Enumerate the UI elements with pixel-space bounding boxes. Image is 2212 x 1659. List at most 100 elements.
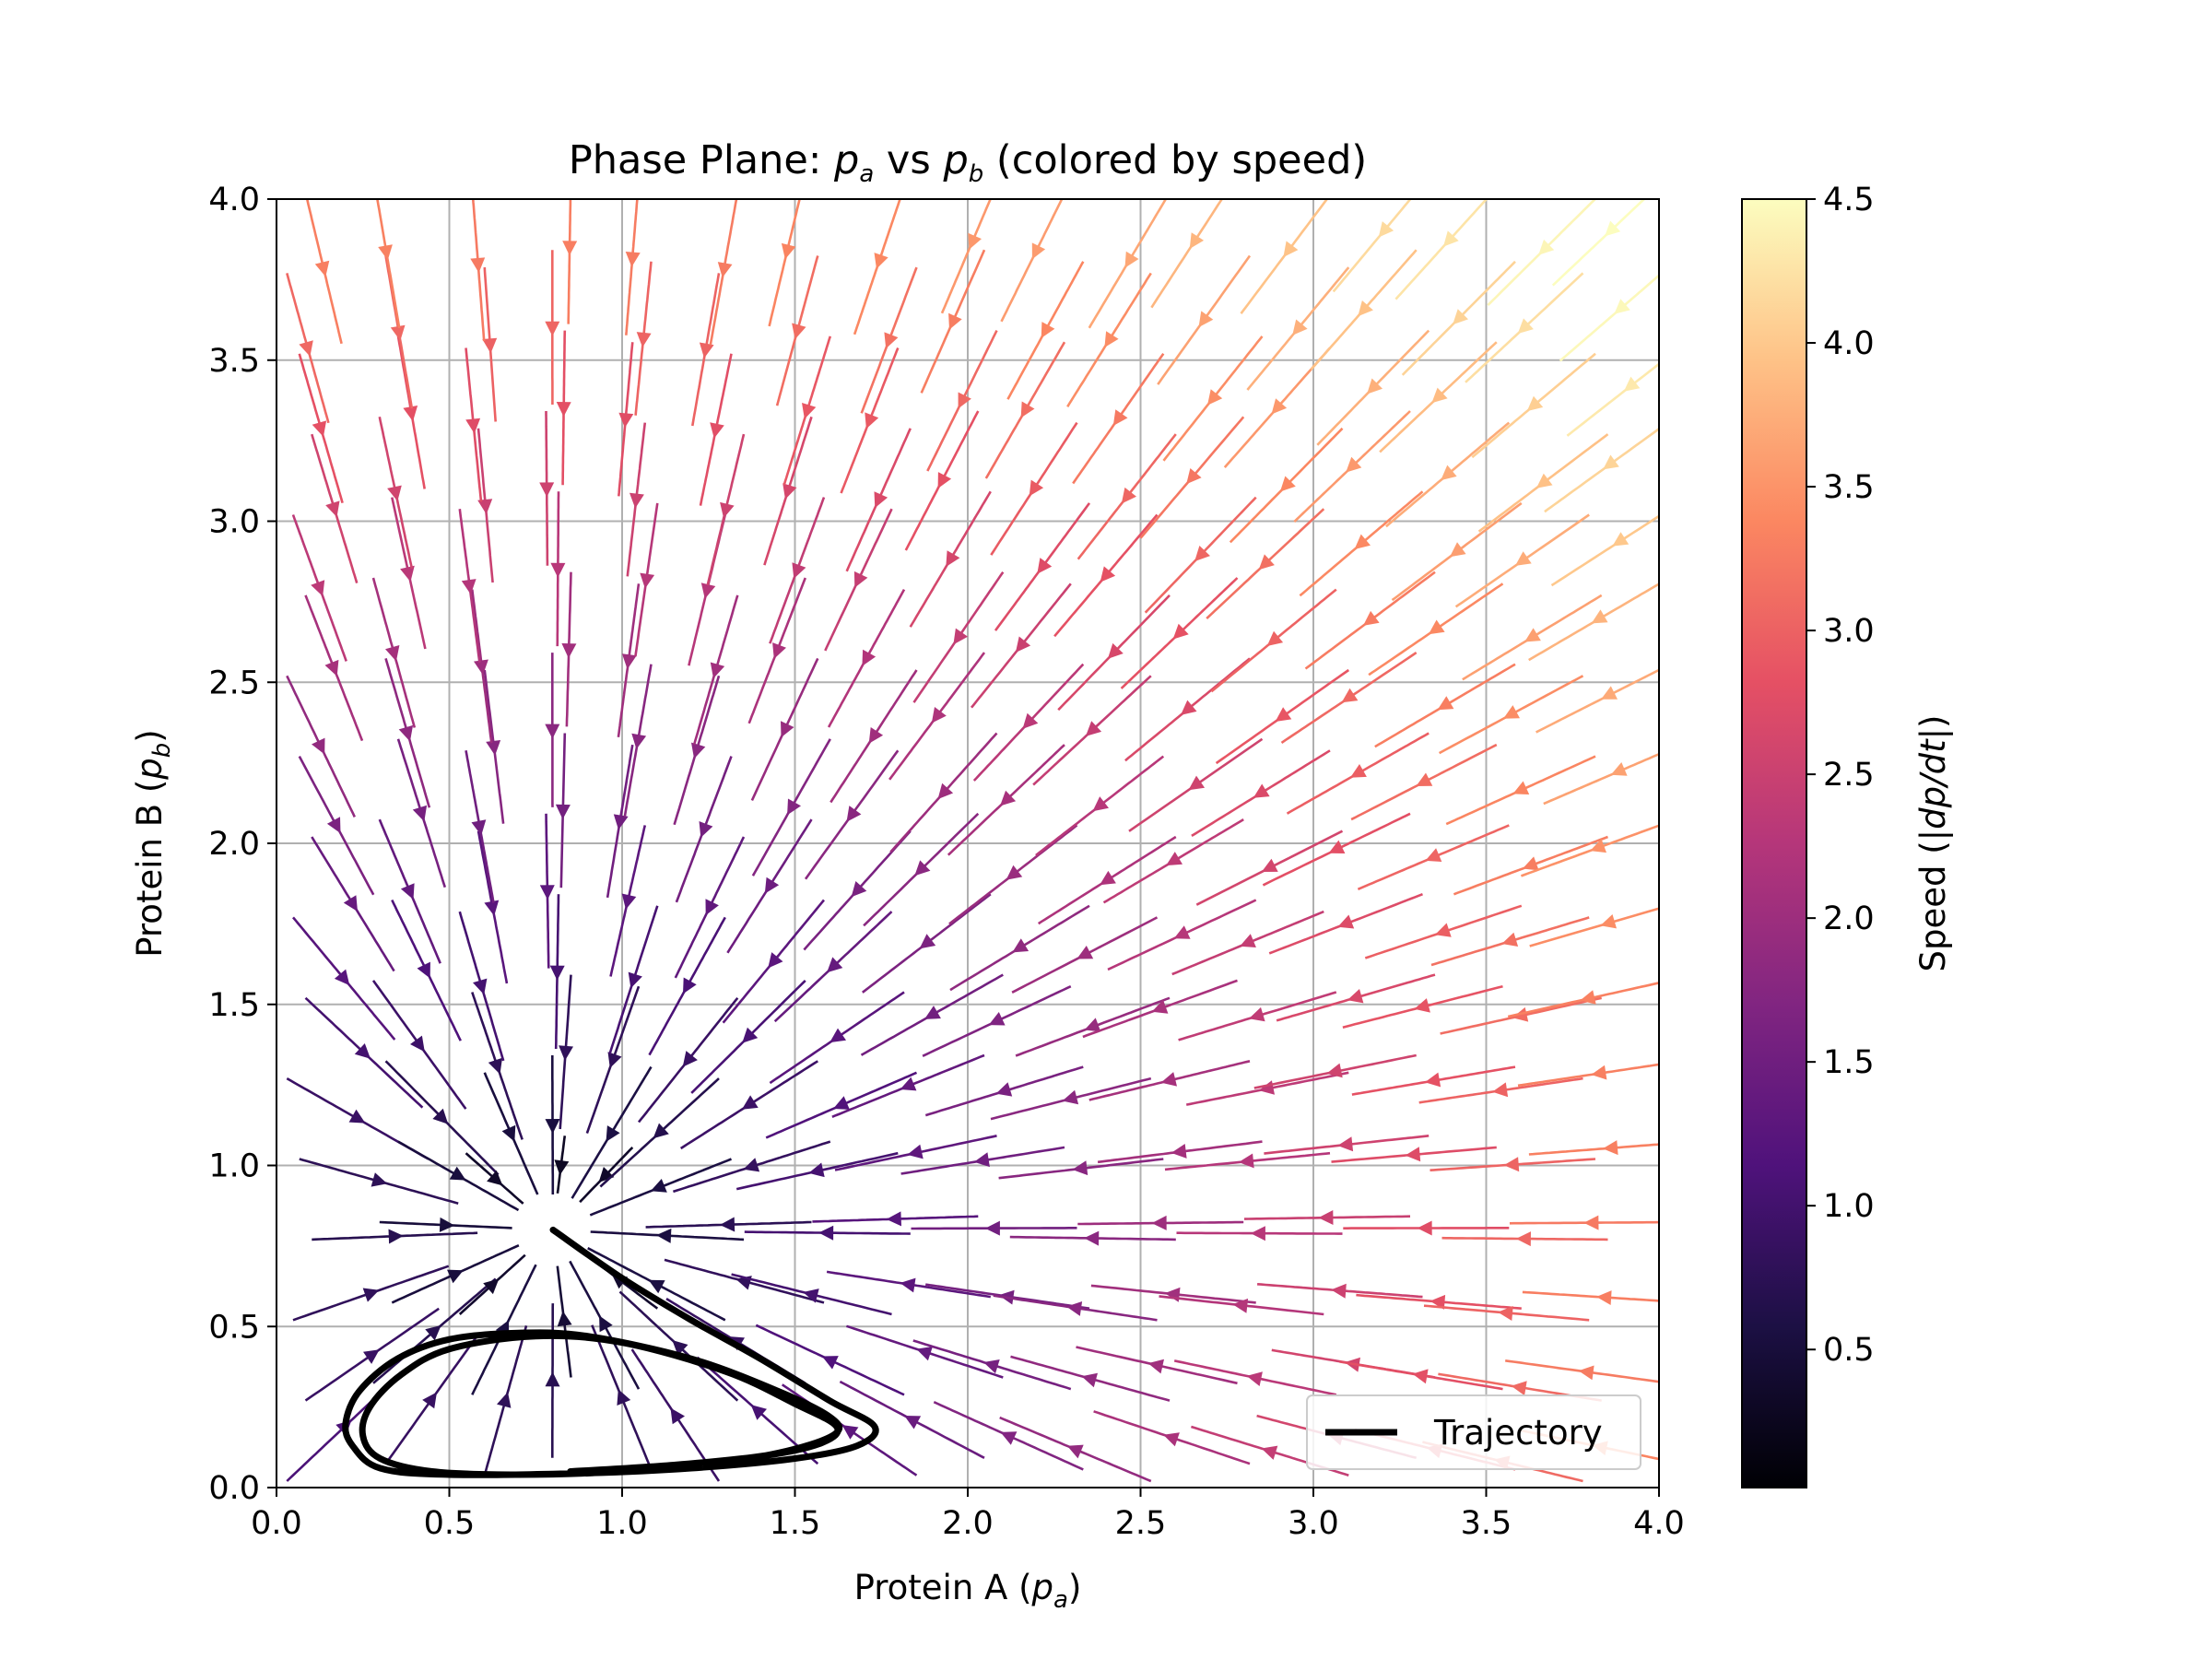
streamline-arrow bbox=[914, 860, 931, 877]
colorbar: 0.5 1.0 1.5 2.0 2.5 3.0 3.5 4.0 4.5 Speed (|dp/d… bbox=[1741, 182, 1953, 1488]
streamline-arrow bbox=[682, 1051, 698, 1067]
streamline-arrow bbox=[1580, 990, 1596, 1005]
streamline-arrow bbox=[1166, 852, 1182, 866]
streamline-arrow bbox=[562, 241, 578, 256]
streamline-arrow bbox=[1077, 946, 1094, 959]
x-axis-label: Protein A (pa) bbox=[854, 1568, 1082, 1614]
streamline-arrow bbox=[1172, 623, 1189, 640]
streamline-arrow bbox=[482, 337, 498, 354]
streamline-arrow bbox=[1186, 468, 1202, 485]
streamline-arrow bbox=[400, 565, 415, 582]
streamline-arrow bbox=[1614, 299, 1630, 314]
colorbar-label: Speed (|dp/dt|) bbox=[1913, 715, 1953, 972]
streamline-arrow bbox=[388, 1229, 404, 1244]
streamline-arrow bbox=[1084, 1230, 1100, 1246]
streamline-arrow bbox=[621, 893, 637, 910]
streamline-arrow bbox=[1492, 1082, 1509, 1098]
streamline-arrow bbox=[705, 899, 719, 916]
streamline-arrow bbox=[617, 1389, 631, 1406]
streamline-arrow bbox=[1605, 220, 1621, 237]
trajectory-line bbox=[342, 1226, 879, 1478]
streamline-arrow bbox=[545, 1371, 560, 1387]
streamline-arrow bbox=[403, 406, 418, 422]
streamline-arrow bbox=[447, 1269, 464, 1284]
streamline-arrow bbox=[486, 740, 501, 756]
streamline-arrow bbox=[1515, 1231, 1531, 1247]
streamline-arrow bbox=[1020, 401, 1035, 418]
streamline-arrow bbox=[1414, 998, 1430, 1013]
streamline-arrow bbox=[555, 804, 571, 819]
y-tick-label: 1.0 bbox=[208, 1148, 260, 1185]
x-tick-label: 0.5 bbox=[424, 1505, 476, 1542]
streamline-arrow bbox=[554, 1159, 570, 1176]
streamline-arrow bbox=[1437, 696, 1454, 711]
streamline-arrow bbox=[1600, 914, 1617, 929]
streamline-arrow bbox=[631, 733, 647, 749]
streamline-arrow bbox=[958, 392, 971, 409]
colorbar-tick-label: 3.5 bbox=[1823, 469, 1875, 506]
streamline-arrow bbox=[362, 1288, 380, 1302]
streamline-arrow bbox=[1623, 376, 1641, 392]
streamline-arrow bbox=[1072, 1160, 1088, 1176]
streamline-arrow bbox=[1266, 630, 1284, 646]
streamline-arrow bbox=[886, 1211, 901, 1227]
streamline-arrow bbox=[545, 724, 560, 739]
streamline-arrow bbox=[953, 628, 969, 645]
streamline-arrow bbox=[1441, 465, 1457, 481]
streamline-arrow bbox=[1431, 387, 1448, 404]
streamline-arrow bbox=[470, 257, 486, 273]
x-tick-label: 2.5 bbox=[1115, 1505, 1167, 1542]
streamline-arrow bbox=[653, 1123, 669, 1139]
streamline-arrow bbox=[1112, 409, 1128, 426]
colorbar-tick-label: 4.5 bbox=[1823, 182, 1875, 218]
streamline-arrow bbox=[1358, 300, 1373, 317]
streamline-arrow bbox=[808, 1162, 825, 1178]
streamline-arrow bbox=[378, 244, 393, 261]
streamline-arrow bbox=[1147, 1359, 1164, 1374]
streamline-arrow bbox=[348, 1109, 366, 1124]
streamline-arrow bbox=[1249, 1006, 1265, 1022]
streamline-arrow bbox=[1524, 628, 1541, 642]
streamline-arrow bbox=[841, 1425, 859, 1440]
streamline-arrow bbox=[549, 965, 565, 981]
streamline-arrow bbox=[1022, 712, 1039, 729]
streamline-arrow bbox=[1354, 534, 1371, 549]
streamline-arrow bbox=[1092, 796, 1109, 812]
streamline-arrow bbox=[1512, 781, 1530, 794]
streamline-arrow bbox=[1591, 609, 1608, 624]
streamline-arrow bbox=[904, 1416, 922, 1430]
streamline-arrow bbox=[691, 742, 706, 759]
streamline-arrow bbox=[1029, 479, 1044, 497]
streamline-arrow bbox=[1378, 221, 1394, 238]
streamline-arrow bbox=[742, 1027, 759, 1043]
streamline-arrow bbox=[924, 1006, 941, 1019]
streamline-arrow bbox=[699, 821, 713, 838]
streamline-arrow bbox=[629, 492, 644, 509]
streamline-arrow bbox=[1253, 783, 1270, 798]
streamline-arrow bbox=[772, 642, 786, 659]
legend-label-trajectory: Trajectory bbox=[1433, 1413, 1603, 1453]
streamline-arrow bbox=[312, 737, 325, 755]
streamline-arrow bbox=[983, 1359, 1000, 1374]
streamline-arrow bbox=[343, 895, 358, 912]
streamline-arrow bbox=[422, 1392, 437, 1409]
streamline-arrow bbox=[1443, 230, 1459, 247]
streamline-arrow bbox=[1347, 989, 1364, 1004]
streamline-arrow bbox=[1041, 322, 1055, 338]
colorbar-tick-label: 1.0 bbox=[1823, 1188, 1875, 1225]
streamline-arrow bbox=[1012, 938, 1030, 953]
streamline-arrow bbox=[1279, 476, 1296, 492]
x-tick-label: 0.0 bbox=[251, 1505, 302, 1542]
streamline-arrow bbox=[488, 1057, 502, 1075]
streamline-arrow bbox=[1603, 1140, 1618, 1156]
streamline-arrow bbox=[1104, 331, 1119, 347]
streamline-arrow bbox=[648, 1279, 665, 1294]
colorbar-ticks: 0.5 1.0 1.5 2.0 2.5 3.0 3.5 4.0 4.5 bbox=[1806, 182, 1875, 1369]
streamline-arrow bbox=[937, 782, 954, 800]
streamline-arrow bbox=[853, 571, 868, 588]
streamline-arrow bbox=[1328, 840, 1346, 853]
streamline-arrow bbox=[1515, 551, 1532, 566]
streamline-arrow bbox=[1603, 454, 1619, 470]
streamline-arrow bbox=[599, 1315, 613, 1333]
streamline-arrow bbox=[1337, 914, 1355, 929]
